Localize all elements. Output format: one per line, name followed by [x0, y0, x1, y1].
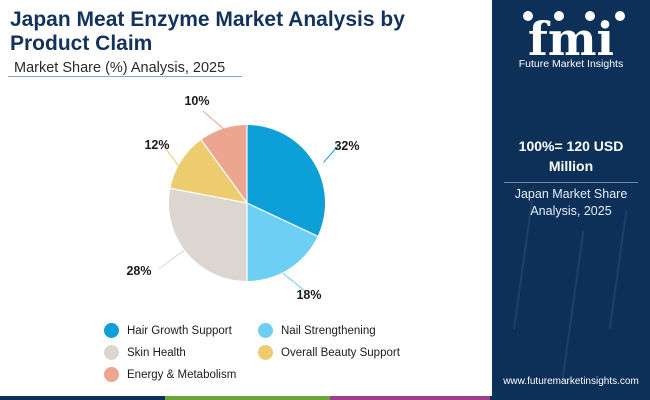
leader-line	[323, 144, 340, 163]
subtitle-divider	[8, 76, 242, 77]
legend-item: Energy & Metabolism	[104, 367, 236, 382]
logo-dot-icon	[523, 11, 533, 21]
legend-swatch	[258, 323, 273, 338]
pie-chart: 32% 18% 28% 12% 10%	[126, 94, 359, 302]
legend-label: Energy & Metabolism	[127, 368, 237, 381]
bottom-bar-segment	[330, 396, 490, 400]
total-market-value: 100%= 120 USD Million	[518, 138, 624, 174]
pie-slice	[247, 125, 325, 237]
legend-label: Hair Growth Support	[127, 324, 232, 337]
legend-item: Hair Growth Support	[104, 323, 232, 338]
pie-slice	[168, 188, 247, 282]
leader-line	[158, 249, 185, 270]
pie-slice	[247, 203, 318, 281]
logo-dot-icon	[554, 11, 564, 21]
fmi-logo: fmi	[523, 11, 625, 66]
chart-panel: Japan Meat Enzyme Market Analysis by Pro…	[8, 8, 405, 382]
legend-swatch	[104, 323, 119, 338]
data-label: 28%	[126, 264, 151, 278]
slice-separator	[246, 202, 318, 237]
background-streak	[608, 210, 628, 330]
info-sidebar: fmi Future Market Insights 100%= 120 USD…	[492, 0, 650, 400]
sidebar-divider	[504, 182, 638, 183]
legend-label: Skin Health	[127, 346, 186, 359]
data-label: 32%	[334, 139, 359, 153]
market-caption: Japan Market Share Analysis, 2025	[514, 187, 628, 218]
data-label: 18%	[296, 288, 321, 302]
legend-label: Nail Strengthening	[281, 324, 376, 337]
legend-item: Skin Health	[104, 345, 186, 360]
legend-swatch	[258, 345, 273, 360]
bottom-bar-segment	[490, 396, 650, 400]
bottom-bar-segment	[0, 396, 165, 400]
pie-slice	[170, 139, 247, 203]
website-link[interactable]: www.futuremarketinsights.com	[503, 376, 639, 387]
logo-subtitle: Future Market Insights	[518, 58, 624, 70]
slice-separator	[200, 139, 248, 204]
legend-item: Overall Beauty Support	[258, 345, 400, 360]
logo-dot-icon	[615, 11, 625, 21]
chart-title: Japan Meat Enzyme Market Analysis by Pro…	[10, 8, 405, 55]
logo-wordmark: fmi	[528, 12, 614, 66]
slice-separator	[170, 187, 248, 204]
leader-line	[162, 144, 179, 166]
data-label: 10%	[184, 94, 209, 108]
background-streak	[561, 230, 585, 380]
bottom-bar-segment	[165, 396, 330, 400]
legend-swatch	[104, 367, 119, 382]
bottom-color-bar	[0, 396, 650, 400]
legend-item: Nail Strengthening	[258, 323, 376, 338]
pie-slice	[201, 125, 247, 203]
chart-subtitle: Market Share (%) Analysis, 2025	[14, 60, 226, 76]
leader-line	[282, 272, 306, 292]
legend-swatch	[104, 345, 119, 360]
legend-label: Overall Beauty Support	[281, 346, 400, 359]
data-label: 12%	[144, 138, 169, 152]
logo-dot-icon	[585, 11, 595, 21]
leader-line	[202, 110, 224, 130]
